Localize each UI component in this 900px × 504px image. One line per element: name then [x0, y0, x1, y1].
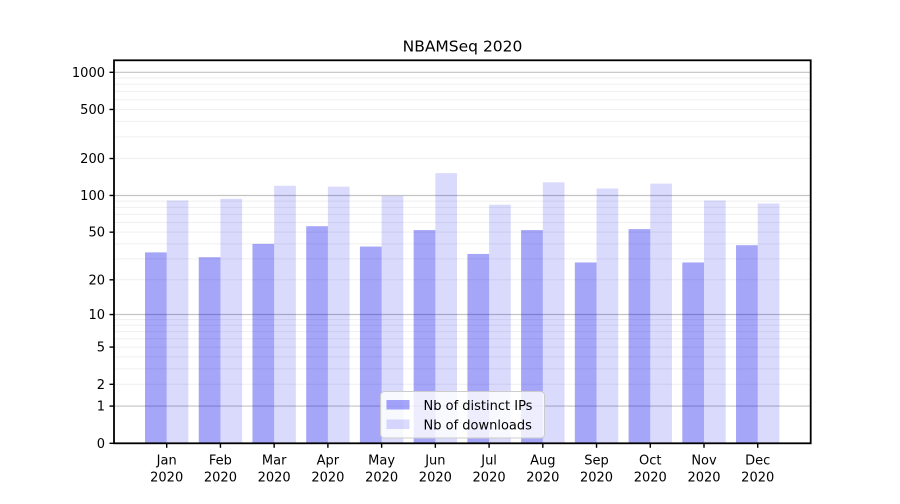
x-tick-label-year: 2020 [580, 470, 613, 485]
bar-downloads [274, 185, 296, 444]
bar-downloads [220, 198, 243, 444]
x-tick-label-month: Jul [480, 453, 497, 468]
bar-distinct-ips [413, 230, 436, 444]
x-tick-label-month: Dec [745, 453, 770, 468]
x-tick-label-year: 2020 [526, 470, 559, 485]
y-tick-label: 200 [80, 152, 105, 167]
legend-swatch-downloads [386, 419, 410, 429]
y-tick-label: 20 [88, 273, 105, 288]
bar-downloads [596, 188, 619, 444]
x-tick-label-month: Apr [317, 453, 340, 468]
bar-distinct-ips [736, 245, 758, 444]
x-tick-label-year: 2020 [365, 470, 398, 485]
x-tick-label-year: 2020 [311, 470, 344, 485]
plot-border [113, 59, 812, 445]
x-tick-label-year: 2020 [419, 470, 452, 485]
bar-downloads [489, 204, 511, 444]
bars [145, 173, 780, 444]
legend-box [380, 391, 545, 439]
x-tick-label-year: 2020 [150, 470, 183, 485]
x-tick-label-month: Oct [639, 453, 661, 468]
bar-downloads [704, 200, 726, 444]
y-tick-label: 50 [88, 226, 105, 241]
x-tick-label-year: 2020 [634, 470, 667, 485]
legend-swatch-distinct-ips [386, 400, 410, 410]
x-tick-label-year: 2020 [204, 470, 237, 485]
x-tick-label-year: 2020 [741, 470, 774, 485]
x-tick-label-month: Nov [691, 453, 717, 468]
legend-label-downloads: Nb of downloads [424, 418, 533, 433]
y-tick-label: 500 [80, 103, 105, 118]
y-tick-label: 0 [97, 437, 105, 452]
x-tick-label-month: Feb [209, 453, 232, 468]
x-tick-label-month: Mar [262, 453, 287, 468]
bar-downloads [166, 200, 189, 444]
bar-distinct-ips [198, 257, 221, 444]
bar-downloads [381, 196, 404, 444]
x-tick-label-month: Jan [156, 453, 177, 468]
x-tick-label-month: Jun [424, 453, 445, 468]
bar-distinct-ips [682, 262, 704, 444]
y-tick-label: 5 [97, 341, 105, 356]
legend-label-distinct-ips: Nb of distinct IPs [424, 399, 533, 414]
bar-distinct-ips [574, 262, 597, 444]
y-tick-label: 2 [97, 378, 105, 393]
bar-distinct-ips [252, 243, 275, 444]
x-tick-label-month: Sep [584, 453, 609, 468]
bar-downloads [650, 183, 672, 444]
legend: Nb of distinct IPs Nb of downloads [380, 391, 545, 439]
bar-distinct-ips [521, 230, 543, 444]
chart-title: NBAMSeq 2020 [403, 38, 523, 56]
x-tick-label-month: May [368, 453, 395, 468]
x-tick-label-year: 2020 [687, 470, 720, 485]
x-tick-label-year: 2020 [473, 470, 506, 485]
y-tick-label: 100 [80, 189, 105, 204]
bar-downloads [542, 182, 565, 444]
y-tick-label: 1 [97, 400, 105, 415]
x-tick-label-year: 2020 [258, 470, 291, 485]
bar-distinct-ips [359, 246, 382, 444]
bar-distinct-ips [306, 226, 328, 444]
bar-distinct-ips [145, 252, 167, 444]
axes: 0 1 2 5 10 20 50 100 200 500 1000 Jan 2020 Feb 2020 Mar… [72, 59, 812, 485]
bar-downloads [327, 186, 350, 444]
bar-distinct-ips [628, 229, 651, 444]
y-tick-label: 1000 [72, 66, 105, 81]
bar-downloads [435, 173, 458, 444]
bar-downloads [757, 203, 780, 444]
y-tick-label: 10 [88, 308, 105, 323]
x-tick-label-month: Aug [530, 453, 555, 468]
